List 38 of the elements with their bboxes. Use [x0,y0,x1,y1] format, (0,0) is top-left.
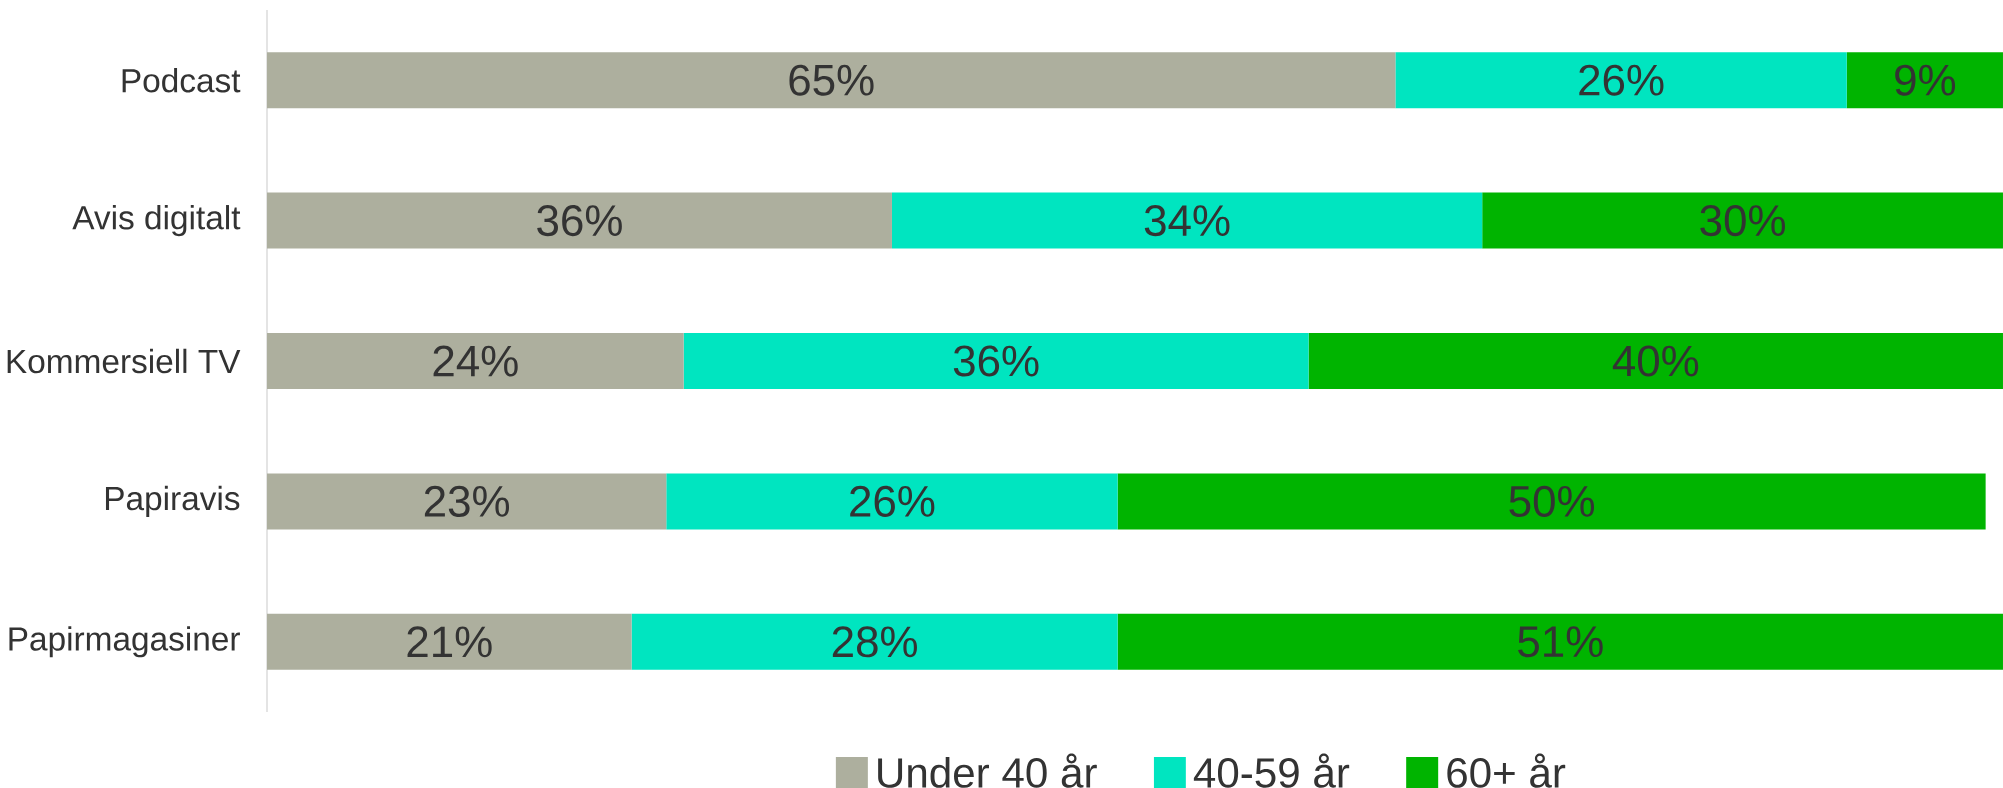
bar [1308,333,2003,389]
data-label: 21% [407,626,492,658]
y-tick-label: Avis digitalt [72,205,241,237]
data-label: 50% [1509,485,1595,517]
data-label: 34% [1144,205,1230,237]
bar [267,52,1396,109]
y-tick-label: Papirmagasiner [9,626,240,658]
bar [267,192,892,249]
bar [1846,52,2003,109]
bar [666,473,1118,530]
data-label: 28% [832,626,917,658]
bar [1117,613,2003,670]
data-label: 65% [789,64,874,96]
data-label: 26% [850,485,935,517]
bar [267,613,632,670]
bar [683,333,1309,389]
bar [267,473,667,530]
legend-label: Under 40 år [878,753,1097,788]
legend-label: 60+ år [1447,753,1566,788]
bar [1482,192,2003,249]
bar [631,613,1118,670]
data-label: 24% [433,345,518,377]
data-label: 30% [1700,205,1785,237]
data-label: 9% [1895,64,1956,96]
data-label: 40% [1612,345,1699,377]
data-label: 51% [1518,626,1603,658]
bar [891,192,1483,249]
data-label: 23% [424,485,510,517]
bar [1117,473,1986,530]
data-label: 26% [1579,64,1664,96]
bar [1395,52,1847,109]
y-tick-label: Podcast [122,67,241,93]
data-label: 36% [537,205,622,237]
legend-label: 40-59 år [1193,753,1350,788]
y-tick-label: Kommersiell TV [7,348,241,374]
data-label: 36% [953,345,1039,377]
y-tick-label: Papiravis [105,485,240,517]
bar [267,333,684,389]
